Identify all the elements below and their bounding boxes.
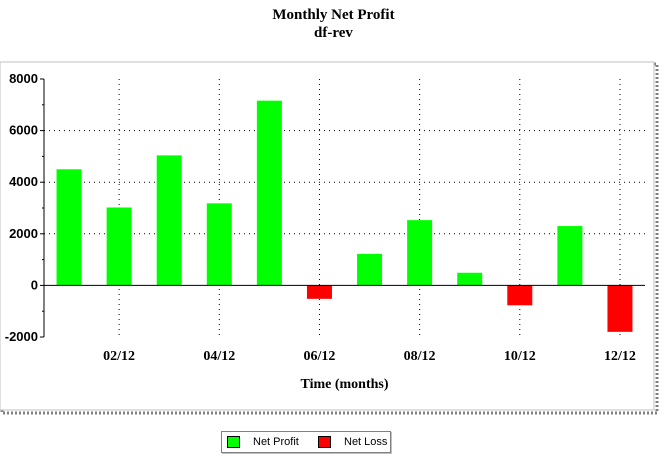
bar-net-profit: [106, 207, 132, 286]
x-tick-label: 08/12: [404, 349, 436, 364]
bar-net-profit: [357, 253, 383, 286]
plot-area: [44, 79, 645, 337]
bar-net-profit: [156, 155, 182, 286]
y-tick-label: 2000: [9, 226, 38, 241]
legend-swatch-net-profit: [227, 436, 240, 448]
legend: Net Profit Net Loss: [221, 431, 391, 453]
bar-net-profit: [557, 226, 583, 286]
bar-net-profit: [256, 100, 282, 286]
legend-swatch-net-loss: [318, 436, 331, 448]
x-tick-label: 10/12: [504, 349, 536, 364]
x-axis-label: Time (months): [300, 377, 388, 392]
chart-title: Monthly Net Profit: [272, 7, 395, 23]
legend-label-net-loss: Net Loss: [344, 436, 388, 448]
bar-net-profit: [206, 203, 232, 286]
bar-net-profit: [457, 272, 483, 286]
x-tick-label: 04/12: [203, 349, 235, 364]
y-tick-label: 6000: [9, 123, 38, 138]
x-tick-label: 12/12: [604, 349, 636, 364]
bar-net-loss: [306, 285, 332, 299]
y-tick-label: -2000: [5, 329, 38, 344]
x-tick-label: 06/12: [304, 349, 336, 364]
x-tick-label: 02/12: [103, 349, 135, 364]
chart-subtitle: df-rev: [314, 25, 353, 41]
legend-label-net-profit: Net Profit: [253, 436, 299, 448]
bar-net-loss: [507, 285, 533, 306]
bar-net-loss: [607, 285, 633, 332]
y-tick-label: 4000: [9, 174, 38, 189]
bar-net-profit: [56, 169, 82, 286]
y-tick-label: 0: [31, 277, 38, 292]
bar-net-profit: [407, 220, 433, 286]
y-tick-label: 8000: [9, 71, 38, 86]
